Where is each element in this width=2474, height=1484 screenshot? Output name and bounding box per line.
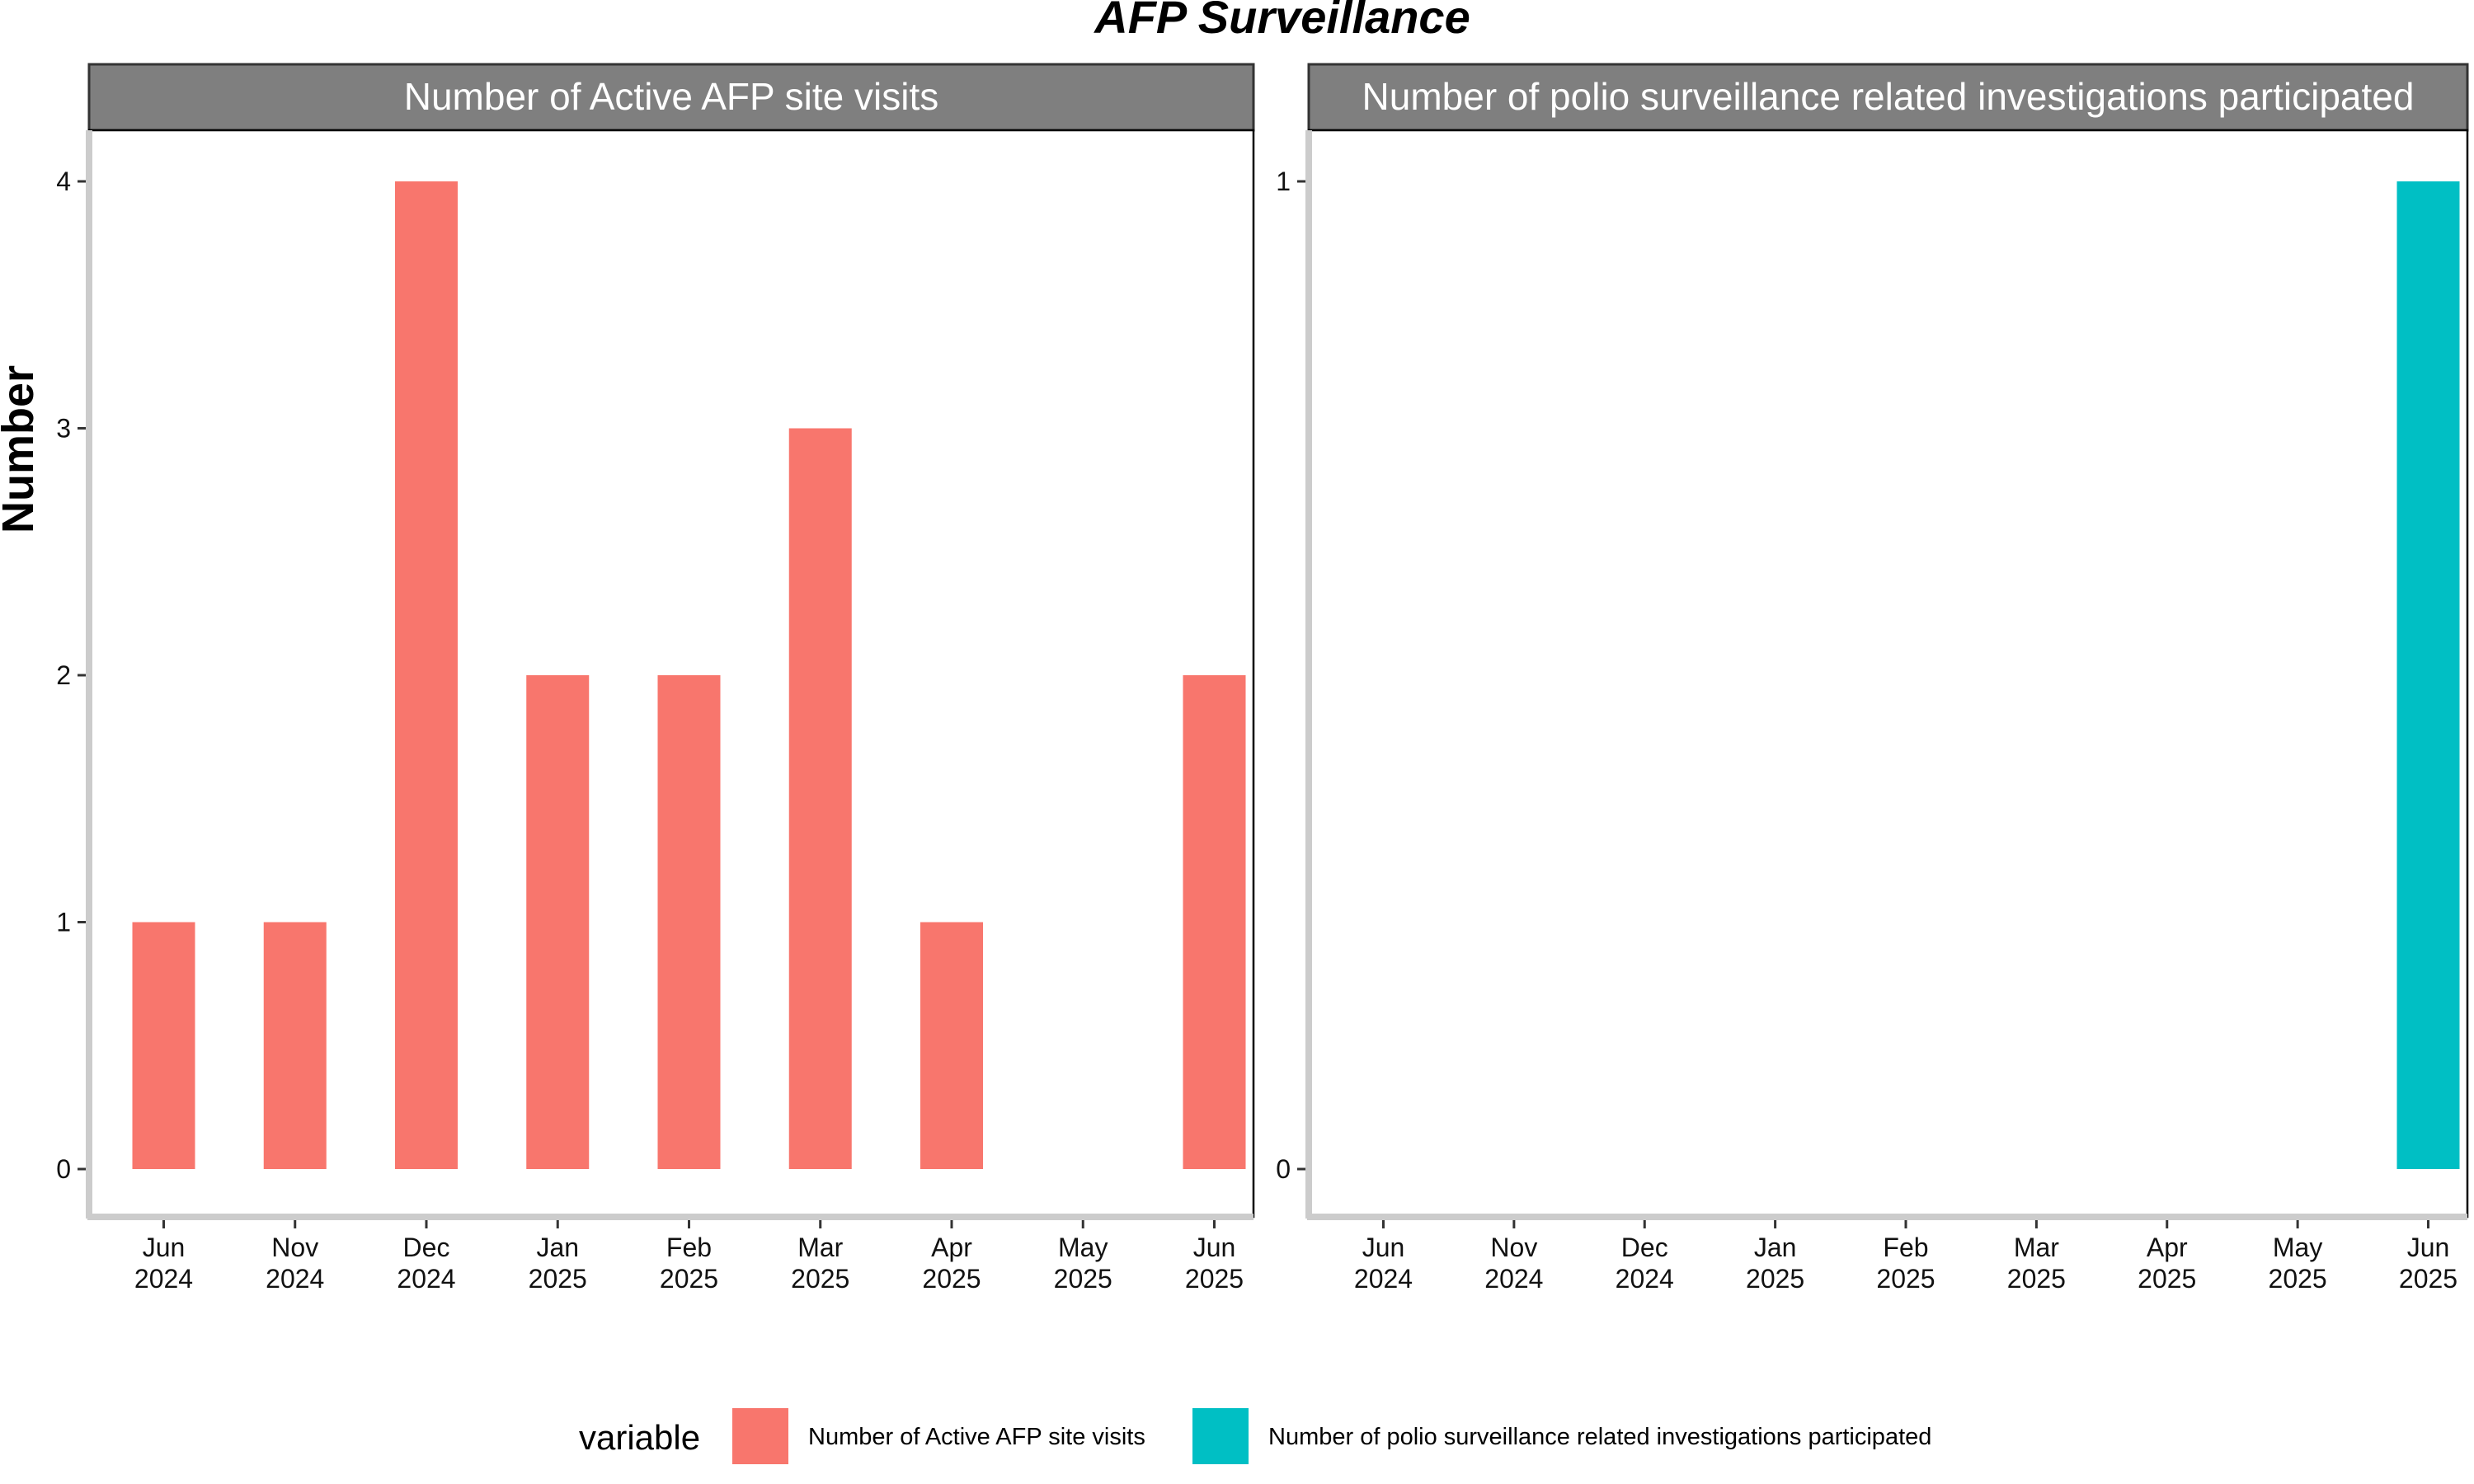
legend-key-2 xyxy=(1192,1408,1249,1464)
legend-label-1: Number of Active AFP site visits xyxy=(808,1424,1145,1450)
y-tick-label: 4 xyxy=(56,167,71,196)
y-tick-label: 1 xyxy=(1276,167,1291,196)
bar-jan-2025 xyxy=(526,675,590,1169)
legend: variable Number of Active AFP site visit… xyxy=(579,1408,1931,1464)
x-tick-label: May 2025 xyxy=(2269,1233,2327,1294)
x-tick-label: Jun 2025 xyxy=(1185,1233,1244,1294)
x-tick-label: Dec 2024 xyxy=(1616,1233,1674,1294)
y-tick-label: 2 xyxy=(56,660,71,690)
panel-2: Number of polio surveillance related inv… xyxy=(1276,63,2469,1294)
bar-jun-2025 xyxy=(1183,675,1246,1169)
x-tick-label: Feb 2025 xyxy=(660,1233,718,1294)
x-tick-label: Mar 2025 xyxy=(2007,1233,2066,1294)
y-tick-label: 0 xyxy=(1276,1154,1291,1184)
strip-label: Number of polio surveillance related inv… xyxy=(1362,75,2415,118)
panel-1: Number of Active AFP site visits 0 1 2 3 4 Jun… xyxy=(56,63,1255,1294)
bar-dec-2024 xyxy=(395,181,458,1169)
x-tick-label: Jun 2025 xyxy=(2399,1233,2458,1294)
x-tick-label: Jan 2025 xyxy=(529,1233,587,1294)
x-tick-label: Nov 2024 xyxy=(266,1233,324,1294)
bar-apr-2025 xyxy=(920,922,983,1169)
strip-panel-1 xyxy=(87,63,1255,132)
x-tick-label: Jun 2024 xyxy=(1354,1233,1413,1294)
y-tick-label: 3 xyxy=(56,414,71,444)
strip-label: Number of Active AFP site visits xyxy=(404,75,939,118)
x-tick-label: May 2025 xyxy=(1054,1233,1112,1294)
x-tick-label: Mar 2025 xyxy=(791,1233,849,1294)
bar-jun-2025 xyxy=(2396,181,2460,1169)
chart-title: AFP Surveillance xyxy=(1093,0,1470,43)
bar-nov-2024 xyxy=(263,922,327,1169)
bar-mar-2025 xyxy=(788,428,852,1169)
y-tick-label: 1 xyxy=(56,908,71,937)
x-tick-label: Jun 2024 xyxy=(134,1233,193,1294)
legend-key-1 xyxy=(732,1408,788,1464)
y-axis-label: Number xyxy=(0,365,43,533)
x-tick-label: Nov 2024 xyxy=(1484,1233,1543,1294)
x-tick-label: Dec 2024 xyxy=(397,1233,455,1294)
bar-feb-2025 xyxy=(657,675,721,1169)
legend-title: variable xyxy=(579,1418,700,1457)
legend-label-2: Number of polio surveillance related inv… xyxy=(1268,1424,1931,1450)
x-tick-label: Apr 2025 xyxy=(2138,1233,2196,1294)
panels: Number of Active AFP site visits 0 1 2 3 4 Jun… xyxy=(56,63,2469,1294)
x-tick-label: Apr 2025 xyxy=(922,1233,981,1294)
x-tick-label: Jan 2025 xyxy=(1746,1233,1804,1294)
x-tick-label: Feb 2025 xyxy=(1876,1233,1935,1294)
plot-panel-border xyxy=(1307,129,2469,1219)
y-tick-label: 0 xyxy=(56,1154,71,1184)
bar-jun-2024 xyxy=(132,922,195,1169)
